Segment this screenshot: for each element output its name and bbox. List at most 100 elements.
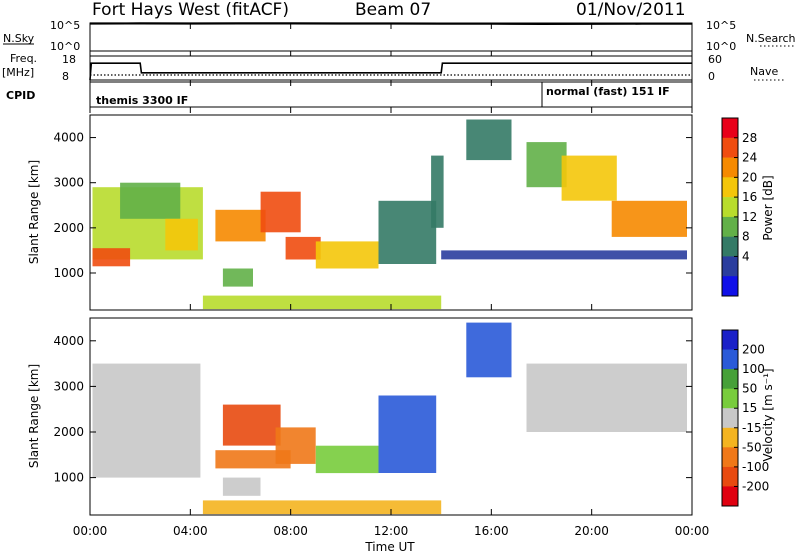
- power-cell-6: [260, 191, 301, 233]
- power-cell-16: [202, 295, 442, 310]
- power-colorbar-swatch-5: [722, 216, 738, 237]
- power-cell-8: [315, 241, 379, 269]
- nsky-tick-top: 10^5: [50, 19, 80, 32]
- power-colorbar-swatch-7: [722, 256, 738, 277]
- velocity-colorbar-swatch-1: [722, 349, 738, 370]
- cpid-segment-themis: themis 3300 IF: [96, 94, 188, 107]
- nsky-panel: N.Sky 10^5 10^0 10^5 10^0 N.Search: [3, 19, 796, 53]
- power-cell-9: [378, 200, 437, 264]
- xtick-label-0: 00:00: [73, 524, 108, 538]
- velocity-cell-7: [466, 322, 512, 378]
- freq-tick-bottom: 8: [62, 70, 69, 83]
- velocity-ytick-label-2: 2000: [53, 425, 84, 439]
- velocity-colorbar-label-0: 200: [742, 343, 765, 357]
- velocity-cell-4: [315, 445, 379, 474]
- velocity-cell-0: [92, 363, 201, 478]
- velocity-panel: 4000 3000 2000 1000 Slant Range [km] 200 100…: [27, 317, 775, 516]
- power-cell-7: [285, 236, 321, 260]
- power-yticks: 4000 3000 2000 1000: [53, 131, 692, 280]
- power-colorbar-label-1: 24: [742, 151, 757, 165]
- power-colorbar-label-6: 4: [742, 249, 750, 263]
- xtick-label-3: 12:00: [374, 524, 409, 538]
- nsearch-tick-bottom: 10^0: [706, 40, 736, 53]
- freq-tick-top: 18: [62, 53, 76, 66]
- power-colorbar-swatch-3: [722, 177, 738, 198]
- cpid-label: CPID: [6, 89, 35, 102]
- xtick-label-1: 04:00: [173, 524, 208, 538]
- nave-label: Nave: [750, 65, 778, 78]
- nave-tick-top: 60: [708, 53, 722, 66]
- power-ytick-label-2: 2000: [53, 221, 84, 235]
- velocity-cell-5: [378, 395, 437, 473]
- power-colorbar-label: Power [dB]: [761, 175, 775, 240]
- beam-label: Beam 07: [355, 0, 431, 20]
- power-colorbar-label-3: 16: [742, 190, 757, 204]
- power-colorbar-swatch-0: [722, 118, 738, 139]
- nsearch-label: N.Search: [746, 32, 796, 45]
- power-colorbar-swatch-8: [722, 276, 738, 297]
- velocity-ytick-label-1: 3000: [53, 379, 84, 393]
- velocity-colorbar-label-5: -50: [742, 440, 762, 454]
- x-axis-ticks: 00:00 04:00 08:00 12:00 16:00 20:00 00:00: [73, 23, 709, 538]
- velocity-colorbar-swatch-2: [722, 369, 738, 389]
- power-colorbar-frame: [721, 117, 739, 297]
- nsky-label: N.Sky: [3, 32, 35, 45]
- velocity-colorbar-swatch-7: [722, 466, 738, 487]
- power-colorbar: 28 24 20 16 12 8 4: [721, 117, 757, 297]
- velocity-cell-9: [202, 500, 442, 515]
- velocity-colorbar-swatch-8: [722, 486, 738, 507]
- power-ytick-label-1: 3000: [53, 176, 84, 190]
- power-colorbar-label-4: 12: [742, 210, 757, 224]
- velocity-colorbar-label-1: 100: [742, 362, 765, 376]
- velocity-colorbar-label-7: -200: [742, 479, 769, 493]
- power-cell-14: [611, 200, 687, 237]
- velocity-colorbar-label-4: -15: [742, 421, 762, 435]
- power-cell-11: [466, 119, 512, 161]
- power-ytick-label-3: 1000: [53, 266, 84, 280]
- velocity-colorbar-swatch-5: [722, 427, 738, 448]
- power-cell-13: [561, 155, 617, 201]
- velocity-colorbar-swatch-0: [722, 330, 738, 350]
- velocity-colorbar: 200 100 50 15 -15 -50 -100 -200: [721, 329, 769, 507]
- velocity-colorbar-label: Velocity [m s⁻¹]: [761, 368, 775, 461]
- power-colorbar-swatch-2: [722, 157, 738, 178]
- power-colorbar-swatch-4: [722, 197, 738, 218]
- power-cell-4: [215, 209, 266, 242]
- power-panel: 4000 3000 2000 1000 Slant Range [km] 28 24 20…: [27, 114, 775, 311]
- power-colorbar-swatch-6: [722, 236, 738, 257]
- x-axis-label: Time UT: [364, 540, 415, 554]
- velocity-ylabel: Slant Range [km]: [27, 364, 41, 468]
- velocity-colorbar-swatch-3: [722, 388, 738, 409]
- power-colorbar-swatch-1: [722, 137, 738, 158]
- velocity-colorbar-label-3: 15: [742, 401, 757, 415]
- velocity-data: [92, 322, 687, 515]
- xtick-label-2: 08:00: [273, 524, 308, 538]
- power-cell-3: [165, 218, 198, 251]
- velocity-cell-6: [222, 477, 261, 496]
- velocity-colorbar-label-2: 50: [742, 382, 757, 396]
- power-ylabel: Slant Range [km]: [27, 160, 41, 264]
- freq-line: [89, 62, 692, 81]
- velocity-colorbar-label-6: -100: [742, 460, 769, 474]
- power-cell-10: [431, 155, 444, 228]
- xtick-label-4: 16:00: [474, 524, 509, 538]
- power-data: [92, 119, 687, 310]
- velocity-colorbar-swatch-6: [722, 447, 738, 468]
- velocity-cell-3: [215, 450, 291, 469]
- power-colorbar-label-0: 28: [742, 131, 757, 145]
- date-label: 01/Nov/2011: [576, 0, 686, 20]
- power-cell-5: [222, 268, 253, 287]
- velocity-ytick-label-0: 4000: [53, 334, 84, 348]
- freq-panel: Freq. [MHz] 18 8 60 0 Nave: [2, 52, 786, 83]
- cpid-segment-normal: normal (fast) 151 IF: [546, 85, 670, 98]
- power-cell-12: [526, 142, 567, 188]
- velocity-ytick-label-3: 1000: [53, 471, 84, 485]
- velocity-cell-1: [222, 404, 281, 446]
- cpid-panel: CPID themis 3300 IF normal (fast) 151 IF: [6, 81, 693, 108]
- power-colorbar-label-5: 8: [742, 230, 750, 244]
- power-ytick-label-0: 4000: [53, 131, 84, 145]
- power-cell-1: [92, 248, 131, 267]
- velocity-colorbar-swatch-4: [722, 408, 738, 429]
- nsky-tick-bottom: 10^0: [50, 40, 80, 53]
